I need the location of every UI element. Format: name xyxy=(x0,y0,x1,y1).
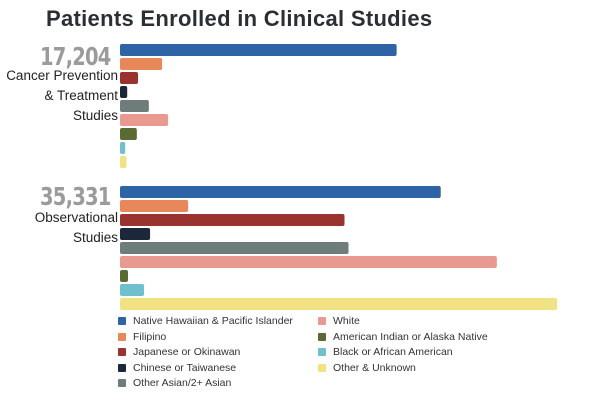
group-label-cancer: Cancer Prevention & Treatment Studies xyxy=(6,68,118,123)
legend-item: White xyxy=(318,315,360,327)
legend-swatch xyxy=(118,363,126,372)
legend-swatch xyxy=(318,317,326,325)
bar-g1-s7 xyxy=(120,284,145,296)
bar-g0-s0 xyxy=(120,44,397,56)
legend-label: Filipino xyxy=(133,330,167,343)
legend-label: White xyxy=(333,315,360,327)
legend-swatch xyxy=(318,332,326,341)
legend-label: Other & Unknown xyxy=(333,361,416,374)
bar-g0-s6 xyxy=(120,128,137,140)
group-label-observational: Observational Studies xyxy=(34,210,118,245)
bar-g1-s8 xyxy=(120,298,557,310)
bar-g1-s0 xyxy=(120,186,441,198)
legend-swatch xyxy=(318,363,326,372)
bar-g0-s1 xyxy=(120,58,163,70)
legend-label: Chinese or Taiwanese xyxy=(133,361,237,374)
bar-g1-s2 xyxy=(120,214,345,226)
legend-label: Black or African American xyxy=(333,346,453,358)
bar-g0-s2 xyxy=(120,72,139,84)
legend-item: Native Hawaiian & Pacific Islander xyxy=(118,315,293,327)
bar-g0-s3 xyxy=(120,86,128,98)
legend-label: American Indian or Alaska Native xyxy=(333,330,488,343)
bar-g0-s5 xyxy=(120,114,169,126)
legend-label: Native Hawaiian & Pacific Islander xyxy=(133,315,293,327)
bar-g1-s6 xyxy=(120,270,129,282)
legend-item: Black or African American xyxy=(318,346,453,358)
legend-label: Japanese or Okinawan xyxy=(133,346,241,358)
legend-swatch xyxy=(118,332,126,341)
bar-g1-s3 xyxy=(120,228,151,240)
legend-swatch xyxy=(118,379,126,387)
legend-item: Other & Unknown xyxy=(318,362,416,374)
legend-item: Other Asian/2+ Asian xyxy=(118,377,231,389)
legend-item: Filipino xyxy=(118,331,166,343)
legend-item: American Indian or Alaska Native xyxy=(318,331,488,343)
bar-g1-s5 xyxy=(120,256,497,268)
group-total-cancer: 17,204 xyxy=(40,42,111,71)
legend-swatch xyxy=(318,348,326,356)
legend-swatch xyxy=(118,317,126,325)
bar-g1-s1 xyxy=(120,200,189,212)
legend-item: Chinese or Taiwanese xyxy=(118,362,236,374)
bar-g0-s7 xyxy=(120,142,126,154)
legend-item: Japanese or Okinawan xyxy=(118,346,240,358)
bar-g1-s4 xyxy=(120,242,349,254)
bar-g0-s4 xyxy=(120,100,149,112)
bar-g0-s8 xyxy=(120,156,127,168)
chart-title: Patients Enrolled in Clinical Studies xyxy=(46,6,433,31)
legend-swatch xyxy=(118,348,126,356)
legend-label: Other Asian/2+ Asian xyxy=(133,377,232,389)
group-total-observational: 35,331 xyxy=(40,182,111,211)
bar-chart xyxy=(120,44,557,310)
